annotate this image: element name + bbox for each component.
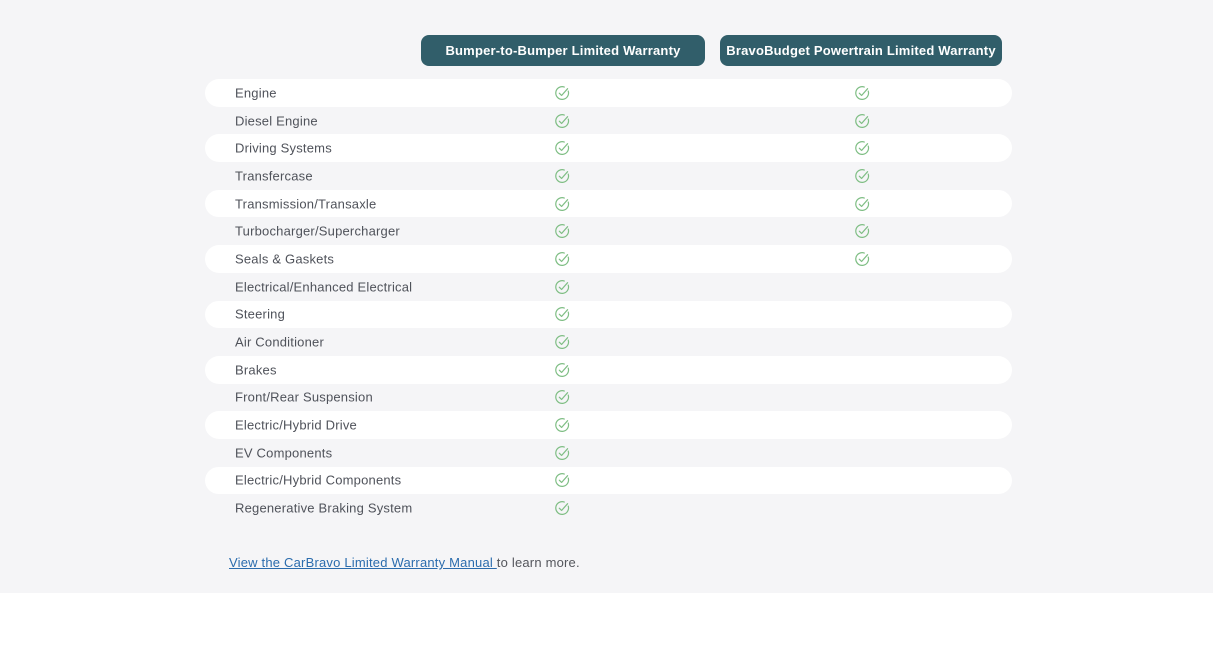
table-row: Air Conditioner [205, 328, 1012, 356]
check-circle-icon [554, 195, 571, 212]
check-circle-icon [554, 361, 571, 378]
row-label: Transmission/Transaxle [235, 196, 377, 212]
row-label: Front/Rear Suspension [235, 389, 373, 405]
row-label: Diesel Engine [235, 113, 318, 129]
table-row: Engine [205, 79, 1012, 107]
check-circle-icon [854, 223, 871, 240]
row-label: Electrical/Enhanced Electrical [235, 279, 413, 295]
check-circle-icon [554, 223, 571, 240]
row-label: Seals & Gaskets [235, 251, 335, 267]
table-row: Steering [205, 300, 1012, 329]
check-circle-icon [554, 500, 571, 517]
check-circle-icon [554, 140, 571, 157]
check-circle-icon [554, 84, 571, 101]
check-circle-icon [554, 278, 571, 295]
footer-note: View the CarBravo Limited Warranty Manua… [229, 555, 580, 570]
check-circle-icon [854, 250, 871, 267]
row-label: Steering [235, 306, 286, 322]
table-row: Turbocharger/Supercharger [205, 217, 1012, 245]
table-row: Electrical/Enhanced Electrical [205, 273, 1012, 301]
check-circle-icon [554, 306, 571, 323]
check-circle-icon [854, 140, 871, 157]
table-row: Electric/Hybrid Drive [205, 411, 1012, 439]
check-circle-icon [554, 472, 571, 489]
check-circle-icon [854, 167, 871, 184]
row-label: Brakes [235, 362, 277, 378]
comparison-section-background: Bumper-to-Bumper Limited Warranty BravoB… [205, 35, 1012, 570]
table-row: Driving Systems [205, 134, 1012, 163]
table-row: Front/Rear Suspension [205, 384, 1012, 412]
row-label: Regenerative Braking System [235, 500, 413, 516]
table-row: Transmission/Transaxle [205, 189, 1012, 218]
column-header-powertrain[interactable]: BravoBudget Powertrain Limited Warranty [720, 35, 1002, 66]
row-label: Electric/Hybrid Drive [235, 417, 357, 433]
check-circle-icon [554, 250, 571, 267]
row-label: Engine [235, 85, 277, 101]
check-circle-icon [554, 444, 571, 461]
table-row: EV Components [205, 439, 1012, 467]
table-row: Electric/Hybrid Components [205, 466, 1012, 495]
footer-note-suffix: to learn more. [496, 555, 580, 570]
row-label: EV Components [235, 445, 333, 461]
row-label: Driving Systems [235, 140, 332, 156]
check-circle-icon [554, 112, 571, 129]
check-circle-icon [854, 195, 871, 212]
table-row: Seals & Gaskets [205, 245, 1012, 273]
column-header-bumper-to-bumper[interactable]: Bumper-to-Bumper Limited Warranty [421, 35, 705, 66]
table-row: Diesel Engine [205, 107, 1012, 135]
check-circle-icon [854, 84, 871, 101]
check-circle-icon [554, 417, 571, 434]
check-circle-icon [554, 334, 571, 351]
row-label: Air Conditioner [235, 334, 324, 350]
check-circle-icon [554, 167, 571, 184]
table-row: Regenerative Braking System [205, 494, 1012, 522]
check-circle-icon [854, 112, 871, 129]
table-row: Brakes [205, 355, 1012, 384]
table-row: Transfercase [205, 162, 1012, 190]
row-label: Transfercase [235, 168, 313, 184]
warranty-comparison-table: Engine Diesel Engine [205, 79, 1012, 522]
row-label: Electric/Hybrid Components [235, 472, 402, 488]
check-circle-icon [554, 389, 571, 406]
warranty-manual-link[interactable]: View the CarBravo Limited Warranty Manua… [229, 555, 497, 570]
row-label: Turbocharger/Supercharger [235, 223, 400, 239]
